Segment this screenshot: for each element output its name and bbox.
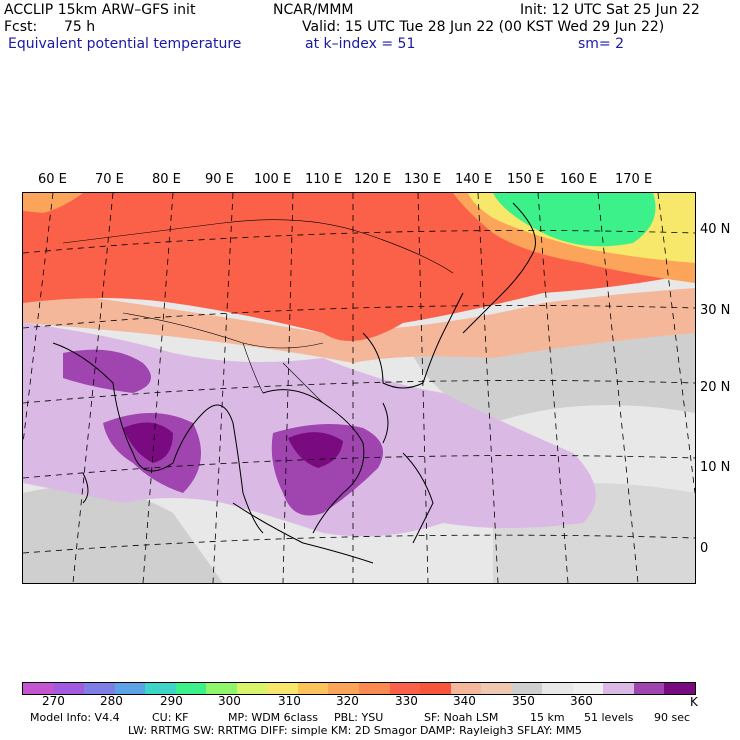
longitude-label: 150 E — [507, 172, 545, 187]
longitude-label: 90 E — [205, 172, 234, 187]
footer-item: SF: Noah LSM — [424, 711, 499, 724]
colorbar-swatch — [236, 683, 268, 694]
latitude-label: 10 N — [700, 460, 731, 475]
valid-time: Valid: 15 UTC Tue 28 Jun 22 (00 KST Wed … — [302, 19, 665, 35]
latitude-label: 40 N — [700, 222, 731, 237]
longitude-label: 130 E — [404, 172, 442, 187]
gray-region — [23, 486, 223, 583]
colorbar-swatch — [389, 683, 421, 694]
dark-purple-core — [123, 422, 173, 463]
longitude-label: 140 E — [455, 172, 493, 187]
longitude-label: 60 E — [38, 172, 67, 187]
lat-lon-grid — [23, 193, 695, 583]
colorbar-tick-label: 320 — [336, 694, 359, 708]
colorbar-swatch — [114, 683, 146, 694]
colorbar-swatch — [420, 683, 451, 694]
colorbar-swatch — [633, 683, 665, 694]
colorbar-unit: K — [690, 695, 698, 709]
init-time: Init: 12 UTC Sat 25 Jun 22 — [520, 2, 700, 18]
latitude-label: 30 N — [700, 303, 731, 318]
colorbar-swatch — [450, 683, 482, 694]
latitude-label: 20 N — [700, 380, 731, 395]
colorbar-tick-label: 310 — [278, 694, 301, 708]
org-label: NCAR/MMM — [273, 2, 354, 18]
colorbar-tick-label: 280 — [100, 694, 123, 708]
colorbar-tick-label: 300 — [218, 694, 241, 708]
map-panel — [22, 192, 696, 584]
theta-e-map — [23, 193, 695, 583]
longitude-label: 110 E — [305, 172, 343, 187]
colorbar-swatch — [23, 683, 54, 694]
longitude-label: 80 E — [152, 172, 181, 187]
purple-region — [63, 349, 151, 393]
colorbar-swatch — [542, 683, 573, 694]
longitude-label: 160 E — [560, 172, 598, 187]
longitude-label: 170 E — [615, 172, 653, 187]
footer-item: 15 km — [530, 711, 565, 724]
colorbar-swatch — [53, 683, 85, 694]
colorbar-tick-label: 290 — [160, 694, 183, 708]
colorbar-swatch — [328, 683, 360, 694]
colorbar-tick-label: 360 — [570, 694, 593, 708]
colorbar-swatch — [145, 683, 176, 694]
colorbar — [22, 682, 696, 695]
longitude-label: 70 E — [95, 172, 124, 187]
orange-region — [23, 193, 83, 213]
colorbar-swatch — [297, 683, 329, 694]
colorbar-swatch — [84, 683, 115, 694]
salmon-band — [23, 288, 695, 363]
country-borders — [62, 219, 454, 404]
colorbar-swatch — [603, 683, 634, 694]
footer-item: CU: KF — [152, 711, 189, 724]
footer-physics-line: LW: RRTMG SW: RRTMG DIFF: simple KM: 2D … — [128, 724, 582, 737]
colorbar-tick-label: 350 — [512, 694, 535, 708]
footer-item: 51 levels — [584, 711, 634, 724]
colorbar-swatch — [572, 683, 604, 694]
colorbar-swatch — [481, 683, 512, 694]
colorbar-swatch — [206, 683, 237, 694]
colorbar-tick-label: 330 — [395, 694, 418, 708]
colorbar-swatch — [664, 683, 696, 694]
latitude-label: 0 — [700, 541, 709, 556]
forecast-hours: 75 h — [64, 19, 96, 35]
footer-item: PBL: YSU — [334, 711, 384, 724]
forecast-label: Fcst: — [4, 19, 38, 35]
smoothing-label: sm= 2 — [578, 36, 625, 52]
level-label: at k–index = 51 — [305, 36, 416, 52]
longitude-label: 120 E — [354, 172, 392, 187]
green-region — [493, 193, 656, 247]
footer-item: Model Info: V4.4 — [30, 711, 120, 724]
colorbar-swatch — [511, 683, 543, 694]
dark-purple-core — [288, 432, 343, 468]
model-title: ACCLIP 15km ARW–GFS init — [4, 2, 196, 18]
footer-item: 90 sec — [654, 711, 691, 724]
colorbar-swatch — [267, 683, 298, 694]
footer-item: MP: WDM 6class — [228, 711, 318, 724]
colorbar-swatch — [175, 683, 207, 694]
colorbar-tick-label: 340 — [453, 694, 476, 708]
colorbar-tick-label: 270 — [42, 694, 65, 708]
longitude-label: 100 E — [254, 172, 292, 187]
colorbar-swatch — [359, 683, 390, 694]
field-name: Equivalent potential temperature — [8, 36, 242, 52]
